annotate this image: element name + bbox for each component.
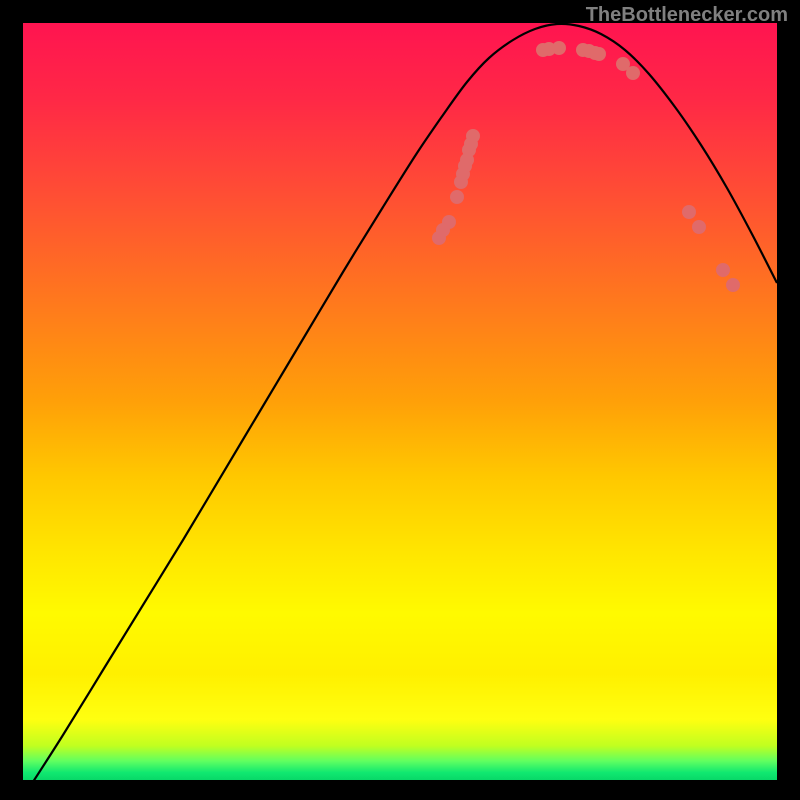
- curve-marker: [592, 47, 606, 61]
- curve-marker: [716, 263, 730, 277]
- curve-marker: [692, 220, 706, 234]
- curve-marker: [682, 205, 696, 219]
- curve-marker: [450, 190, 464, 204]
- gradient-background: [23, 23, 777, 780]
- chart-container: { "watermark": { "text": "TheBottlenecke…: [0, 0, 800, 800]
- watermark: TheBottlenecker.com: [586, 4, 788, 27]
- bottleneck-curve-chart: [23, 23, 777, 780]
- curve-marker: [726, 278, 740, 292]
- curve-marker: [552, 41, 566, 55]
- curve-marker: [466, 129, 480, 143]
- curve-marker: [626, 66, 640, 80]
- curve-marker: [442, 215, 456, 229]
- watermark-text: TheBottlenecker.com: [586, 4, 788, 26]
